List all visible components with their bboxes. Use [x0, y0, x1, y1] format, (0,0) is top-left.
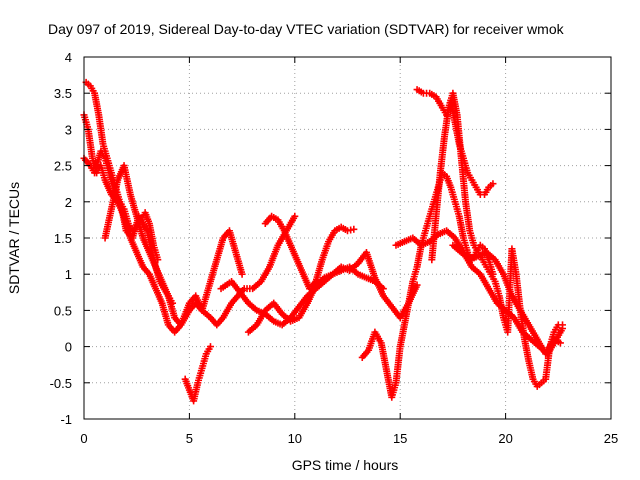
- y-tick-label: -1: [60, 412, 72, 427]
- data-point: [238, 270, 246, 278]
- x-tick-label: 15: [393, 431, 407, 446]
- x-tick-label: 10: [288, 431, 302, 446]
- x-tick-label: 25: [604, 431, 618, 446]
- y-tick-label: 0.5: [54, 303, 72, 318]
- y-tick-label: 0: [65, 340, 72, 355]
- x-axis-label: GPS time / hours: [292, 457, 399, 473]
- grid: [84, 57, 611, 419]
- data-marks: [80, 78, 567, 405]
- y-tick-label: 1: [65, 267, 72, 282]
- data-point: [559, 321, 567, 329]
- series-trace-d: [101, 162, 177, 307]
- data-point: [556, 339, 564, 347]
- series-trace-g: [261, 212, 358, 293]
- y-tick-label: 4: [65, 50, 72, 65]
- data-point: [489, 180, 497, 188]
- data-point: [291, 212, 299, 220]
- y-tick-label: 3: [65, 122, 72, 137]
- series-trace-m: [449, 241, 564, 358]
- y-tick-label: 3.5: [54, 86, 72, 101]
- series-trace-e: [181, 343, 214, 405]
- x-tick-label: 5: [186, 431, 193, 446]
- y-tick-label: 2: [65, 195, 72, 210]
- data-point: [169, 299, 177, 307]
- y-tick-label: 2.5: [54, 159, 72, 174]
- data-point: [206, 343, 214, 351]
- data-point: [154, 256, 162, 264]
- y-axis-label: SDTVAR / TECUs: [6, 182, 22, 294]
- y-tick-label: -0.5: [50, 376, 72, 391]
- x-tick-label: 0: [80, 431, 87, 446]
- axis-ticks: 0 5 10 15 20 25 -1 -0.5 0 0.5 1 1.5 2 2.5 3 3.5 4: [50, 50, 619, 446]
- x-tick-label: 20: [498, 431, 512, 446]
- chart-title: Day 097 of 2019, Sidereal Day-to-day VTE…: [48, 21, 565, 37]
- data-point: [350, 225, 358, 233]
- y-tick-label: 1.5: [54, 231, 72, 246]
